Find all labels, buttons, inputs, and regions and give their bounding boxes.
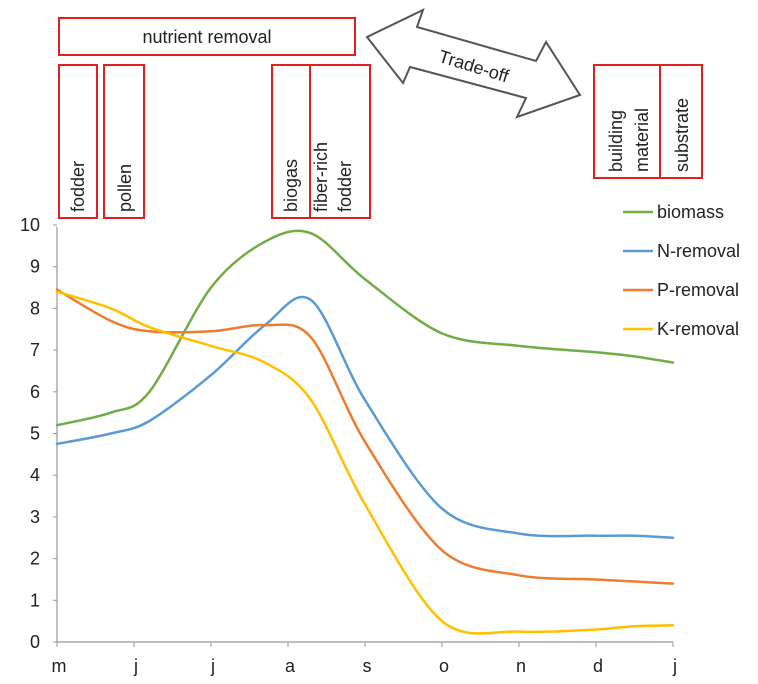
use-fiber-rich-fodder-box: fiber-rich fodder bbox=[309, 64, 371, 219]
use-substrate-label: substrate bbox=[672, 98, 692, 172]
use-pollen-box: pollen bbox=[103, 64, 145, 219]
y-tick-label: 10 bbox=[20, 215, 40, 235]
nutrient-removal-label: nutrient removal bbox=[142, 27, 271, 47]
y-tick-label: 4 bbox=[30, 465, 40, 485]
y-tick-label: 1 bbox=[30, 590, 40, 610]
x-tick-label: j bbox=[672, 656, 677, 676]
legend-label: K-removal bbox=[657, 319, 739, 339]
y-tick-label: 8 bbox=[30, 298, 40, 318]
x-tick-label: a bbox=[285, 656, 296, 676]
use-pollen-label: pollen bbox=[115, 164, 135, 212]
legend: biomass N-removal P-removal K-removal bbox=[623, 202, 740, 339]
x-tick-label: n bbox=[516, 656, 526, 676]
series-line-p-removal bbox=[55, 288, 675, 585]
use-fiber-rich-label: fiber-rich bbox=[311, 142, 331, 212]
use-fodder-2-label: fodder bbox=[335, 161, 355, 212]
legend-label: biomass bbox=[657, 202, 724, 222]
series-line-n-removal bbox=[55, 295, 675, 540]
y-tick-label: 5 bbox=[30, 424, 40, 444]
x-tick-label: m bbox=[52, 656, 67, 676]
use-fodder-label: fodder bbox=[68, 161, 88, 212]
legend-label: P-removal bbox=[657, 280, 739, 300]
series-lines bbox=[55, 229, 675, 635]
nutrient-removal-box: nutrient removal bbox=[58, 17, 356, 56]
y-tick-label: 6 bbox=[30, 382, 40, 402]
use-building-material-box: building material bbox=[593, 64, 661, 179]
use-material-label: material bbox=[632, 108, 652, 172]
x-tick-label: j bbox=[210, 656, 215, 676]
use-fodder-box: fodder bbox=[58, 64, 98, 219]
y-tick-label: 0 bbox=[30, 632, 40, 652]
legend-label: N-removal bbox=[657, 241, 740, 261]
x-tick-label: o bbox=[439, 656, 449, 676]
use-biogas-box: biogas bbox=[271, 64, 311, 219]
y-tick-label: 9 bbox=[30, 257, 40, 277]
tradeoff-arrow: Trade-off bbox=[365, 8, 582, 119]
y-tick-label: 2 bbox=[30, 549, 40, 569]
use-biogas-label: biogas bbox=[281, 159, 301, 212]
use-building-label: building bbox=[606, 110, 626, 172]
y-tick-label: 3 bbox=[30, 507, 40, 527]
y-tick-label: 7 bbox=[30, 340, 40, 360]
x-tick-label: s bbox=[363, 656, 372, 676]
series-line-biomass bbox=[55, 229, 675, 427]
x-tick-label: d bbox=[593, 656, 603, 676]
use-substrate-box: substrate bbox=[659, 64, 703, 179]
y-tick-labels: 0 1 2 3 4 5 6 7 8 9 10 bbox=[20, 215, 57, 652]
x-tick-label: j bbox=[133, 656, 138, 676]
series-line-k-removal bbox=[55, 290, 675, 635]
